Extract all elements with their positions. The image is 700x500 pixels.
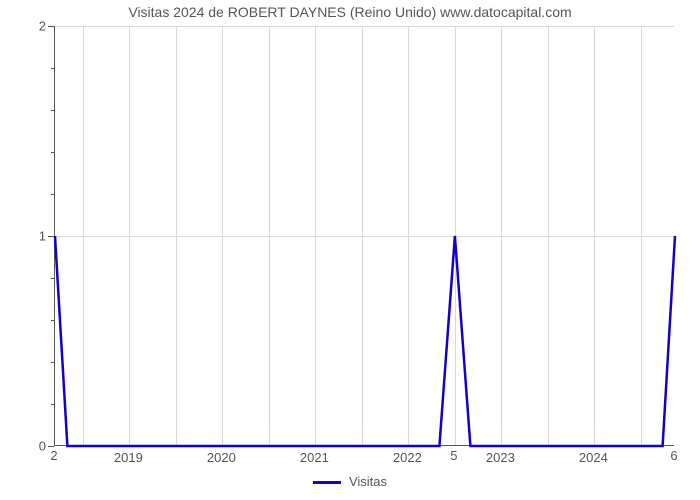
x-tick-label: 2022 [393, 450, 422, 465]
y-tick-label: 1 [6, 229, 46, 244]
x-boundary-label: 2 [50, 448, 57, 463]
legend: Visitas [0, 474, 700, 489]
x-boundary-label: 5 [450, 448, 457, 463]
y-tick-label: 0 [6, 439, 46, 454]
x-tick-label: 2023 [486, 450, 515, 465]
x-tick-label: 2019 [114, 450, 143, 465]
y-tick-label: 2 [6, 19, 46, 34]
plot-area [54, 26, 674, 446]
x-tick-label: 2020 [207, 450, 236, 465]
x-boundary-label: 6 [670, 448, 677, 463]
chart-title: Visitas 2024 de ROBERT DAYNES (Reino Uni… [0, 4, 700, 20]
x-tick-label: 2021 [300, 450, 329, 465]
chart-container: Visitas 2024 de ROBERT DAYNES (Reino Uni… [0, 0, 700, 500]
legend-swatch [313, 481, 341, 484]
legend-label: Visitas [349, 474, 387, 489]
x-tick-label: 2024 [579, 450, 608, 465]
series-line [55, 26, 674, 445]
